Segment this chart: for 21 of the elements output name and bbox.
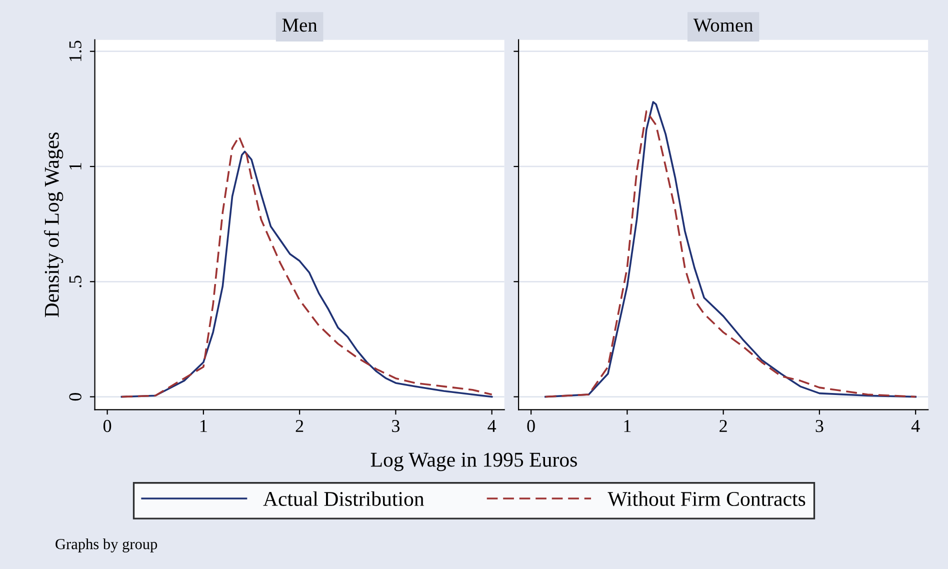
x-tick-label: 3 <box>816 420 824 432</box>
y-tick-label: 1.5 <box>69 40 82 62</box>
legend-label: Without Firm Contracts <box>608 491 806 506</box>
x-tick-label: 2 <box>296 420 304 432</box>
y-axis-title: Density of Log Wages <box>44 132 64 318</box>
chart-title: Women <box>693 18 754 32</box>
legend-label: Actual Distribution <box>263 491 424 506</box>
x-tick-label: 3 <box>392 420 400 432</box>
x-tick-label: 4 <box>488 420 496 432</box>
x-tick-label: 1 <box>200 420 207 432</box>
chart-title: Men <box>282 18 318 32</box>
y-tick-label: .5 <box>69 276 82 288</box>
x-tick-label: 1 <box>624 420 631 432</box>
text: Graphs by group <box>56 538 158 552</box>
x-tick-label: 0 <box>527 420 535 432</box>
x-axis-title: Log Wage in 1995 Euros <box>370 452 577 472</box>
x-tick-label: 2 <box>720 420 727 432</box>
y-tick-label: 1 <box>69 163 82 170</box>
x-tick-label: 0 <box>103 420 112 432</box>
x-tick-label: 4 <box>911 420 920 432</box>
y-tick-label: 0 <box>69 392 82 401</box>
